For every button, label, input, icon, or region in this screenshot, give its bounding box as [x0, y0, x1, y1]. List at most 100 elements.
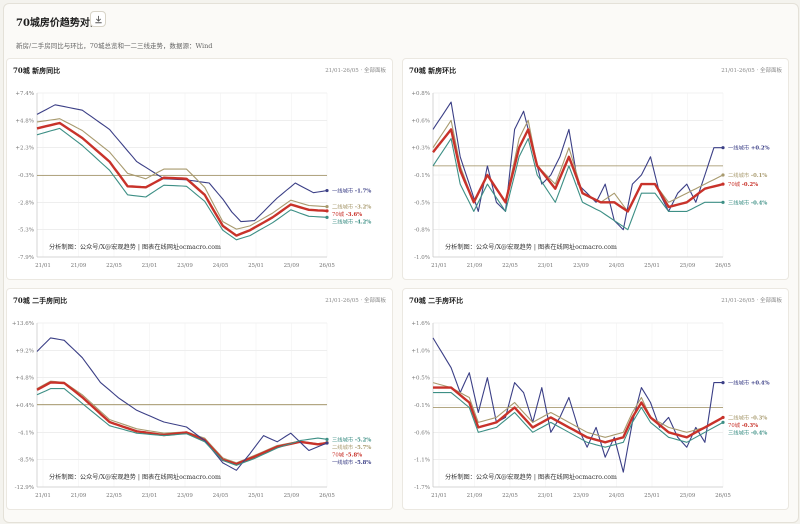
watermark: 分析制图：公众号/X@宏观趋势 | 图表在线网址ocmacro.com: [49, 243, 221, 251]
series-end-value: -3.6%: [346, 212, 362, 218]
series-end-label: 70城 -0.3%: [728, 422, 758, 429]
series-line-city70: [432, 128, 724, 213]
x-tick-label: 25/09: [680, 493, 696, 499]
chart-svg: +7.4% +4.8% +2.3% -0.3% -2.8% -5.3% -7.9%21/01…: [15, 91, 371, 269]
x-tick-label: 22/05: [106, 493, 122, 499]
x-tick-label: 24/05: [609, 493, 625, 499]
y-tick-label: +2.3%: [15, 146, 34, 152]
series-end-marker-city70: [325, 209, 329, 213]
x-tick-label: 21/09: [467, 263, 483, 269]
series-end-label: 70城 -0.2%: [728, 181, 758, 188]
y-tick-label: -0.1%: [414, 403, 430, 409]
x-tick-label: 23/01: [538, 493, 554, 499]
y-tick-label: -12.9%: [15, 485, 34, 491]
series-end-value: -5.7%: [355, 445, 371, 451]
series-line-tier3: [36, 127, 328, 241]
y-tick-label: -0.3%: [18, 173, 34, 179]
series-end-value: -5.2%: [355, 437, 371, 443]
x-tick-label: 21/09: [71, 493, 87, 499]
series-end-marker-city70: [721, 182, 725, 186]
download-icon[interactable]: [90, 11, 106, 27]
y-tick-label: -8.5%: [18, 458, 34, 464]
series-end-value: -0.4%: [751, 200, 767, 206]
panel-date-range[interactable]: 21/01-26/05 · 全部面板: [721, 298, 782, 304]
series-name: 一线城市: [332, 458, 355, 466]
x-tick-label: 23/09: [573, 493, 589, 499]
panel-date-range[interactable]: 21/01-26/05 · 全部面板: [325, 68, 386, 74]
series-line-tier1: [36, 104, 328, 223]
series-end-label: 一线城市 +0.4%: [728, 379, 770, 387]
y-tick-label: -0.8%: [414, 228, 430, 234]
series-end-value: -5.8%: [346, 452, 362, 458]
x-tick-label: 23/09: [177, 493, 193, 499]
x-tick-label: 24/05: [213, 263, 229, 269]
series-name: 二线城市: [332, 203, 355, 211]
y-tick-label: -5.3%: [18, 228, 34, 234]
series-end-label: 二线城市 -0.1%: [728, 171, 767, 179]
y-tick-label: +13.6%: [12, 321, 34, 327]
series-end-label: 三线城市 -4.2%: [332, 218, 371, 226]
series-line-tier2: [36, 380, 328, 464]
series-name: 70城: [728, 422, 742, 429]
x-tick-label: 26/05: [715, 493, 731, 499]
series-end-marker-tier3: [325, 437, 329, 441]
series-end-label: 三线城市 -0.4%: [728, 198, 767, 206]
x-tick-label: 22/05: [502, 493, 518, 499]
x-tick-label: 25/01: [644, 263, 660, 269]
series-end-marker-tier1: [721, 146, 725, 150]
series-end-label: 三线城市 -5.2%: [332, 435, 371, 443]
x-tick-label: 23/01: [142, 493, 158, 499]
x-tick-label: 26/05: [319, 263, 335, 269]
series-line-tier3: [432, 138, 723, 231]
series-name: 70城: [332, 451, 346, 458]
y-tick-label: +7.4%: [15, 91, 34, 97]
x-tick-label: 21/01: [431, 493, 447, 499]
series-line-tier3: [36, 388, 328, 466]
series-end-value: -3.2%: [355, 205, 371, 211]
panel-date-range[interactable]: 21/01-26/05 · 全部面板: [325, 298, 386, 304]
y-tick-label: -7.9%: [18, 255, 34, 261]
y-tick-label: +0.5%: [411, 376, 430, 382]
x-tick-label: 25/01: [248, 493, 264, 499]
chart-svg: +0.8% +0.6% +0.3% -0.1% -0.5% -0.8% -1.0%21/01…: [411, 91, 769, 269]
x-tick-label: 25/01: [248, 263, 264, 269]
series-line-tier1: [36, 337, 328, 471]
series-end-label: 一线城市 -1.7%: [332, 187, 371, 195]
series-end-value: -0.2%: [742, 182, 758, 188]
series-end-label: 三线城市 -0.4%: [728, 428, 767, 436]
series-name: 三线城市: [728, 428, 751, 436]
series-end-label: 70城 -5.8%: [332, 451, 362, 458]
y-tick-label: +4.8%: [15, 118, 34, 124]
chart-svg: +13.6%+9.2%+4.8%+0.4%-4.1%-8.5%-12.9%21/…: [12, 321, 371, 499]
series-line-tier2: [432, 382, 724, 438]
series-end-value: -5.8%: [355, 460, 371, 466]
series-end-label: 二线城市 -5.7%: [332, 443, 371, 451]
series-line-city70: [433, 386, 724, 444]
panel-title: 70城 二手房同比: [13, 296, 68, 305]
x-tick-label: 24/05: [609, 263, 625, 269]
panel-date-range[interactable]: 21/01-26/05 · 全部面板: [721, 68, 782, 74]
series-end-value: -0.4%: [751, 430, 767, 436]
series-line-tier2: [36, 118, 328, 230]
series-line-tier3: [433, 392, 724, 448]
chart-panel-new-home-mom: 70城 新房环比 21/01-26/05 · 全部面板 +0.8% +0.6% +0…: [402, 58, 789, 280]
x-tick-label: 23/01: [538, 263, 554, 269]
x-tick-label: 25/01: [644, 493, 660, 499]
series-end-label: 二线城市 -0.3%: [728, 413, 767, 421]
series-name: 三线城市: [332, 435, 355, 443]
series-name: 70城: [332, 211, 346, 218]
series-end-value: +0.4%: [751, 381, 770, 387]
x-tick-label: 21/01: [35, 263, 51, 269]
y-tick-label: +1.6%: [411, 321, 430, 327]
page-subtitle: 新房/二手房同比与环比，70城总览和一二三线走势，数据源：Wind: [16, 42, 213, 50]
series-end-marker-city70: [721, 415, 725, 420]
x-tick-label: 24/05: [213, 493, 229, 499]
series-end-marker-tier1: [721, 381, 725, 385]
chart-panel-new-home-yoy: 70城 新房同比 21/01-26/05 · 全部面板 +7.4% +4.8% +2…: [6, 58, 393, 280]
y-tick-label: +0.8%: [411, 91, 430, 97]
series-end-label: 70城 -3.6%: [332, 211, 362, 218]
series-end-marker-tier2: [721, 173, 725, 177]
series-end-marker-tier1: [325, 188, 329, 193]
y-tick-label: -2.8%: [18, 200, 34, 206]
series-end-marker-tier2: [325, 205, 329, 209]
